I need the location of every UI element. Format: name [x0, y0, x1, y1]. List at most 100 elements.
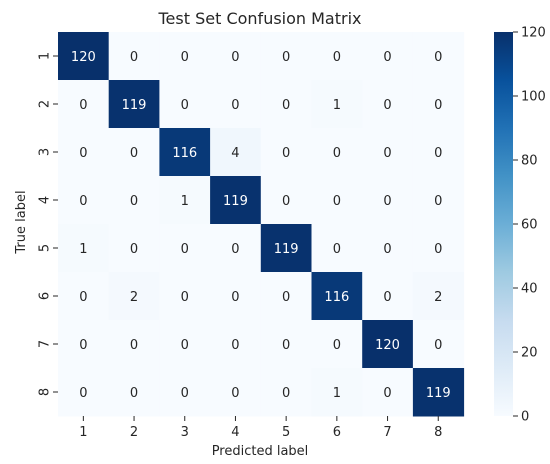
cell-value-label: 0	[79, 338, 87, 353]
heatmap-cell	[159, 224, 211, 273]
heatmap-cell	[260, 320, 312, 369]
cell-value-label: 0	[383, 242, 391, 257]
heatmap-cell	[362, 368, 414, 417]
colorbar-tick-label: 100	[521, 90, 546, 105]
heatmap-cell	[311, 32, 363, 81]
heatmap-cell	[58, 368, 110, 417]
heatmap-cell	[260, 80, 312, 129]
cell-value-label: 0	[231, 98, 239, 113]
heatmap-cell	[260, 32, 312, 81]
heatmap-cell	[58, 80, 110, 129]
y-tick-label: 3	[38, 148, 53, 156]
heatmap-cell	[311, 128, 363, 177]
cell-value-label: 0	[383, 98, 391, 113]
heatmap-cell	[159, 320, 211, 369]
heatmap-cell	[260, 224, 312, 273]
colorbar-ticks: 0 20 40 60 80 100 120	[513, 26, 546, 425]
y-tick-label: 4	[38, 196, 53, 204]
cell-value-label: 0	[79, 290, 87, 305]
heatmap-cell	[362, 272, 414, 321]
heatmap-cell	[210, 128, 262, 177]
cell-value-label: 0	[383, 50, 391, 65]
heatmap-cell	[159, 32, 211, 81]
heatmap-cell	[210, 272, 262, 321]
y-tick-label: 1	[38, 52, 53, 60]
heatmap-cell	[362, 320, 414, 369]
cell-value-label: 0	[181, 290, 189, 305]
cell-value-label: 0	[130, 146, 138, 161]
y-axis-label: True label	[14, 190, 29, 254]
cell-value-label: 0	[383, 386, 391, 401]
cell-value-label: 0	[181, 242, 189, 257]
x-tick-label: 1	[79, 425, 87, 440]
heatmap-cell	[58, 32, 110, 81]
heatmap-cell	[260, 368, 312, 417]
heatmap-cell	[210, 224, 262, 273]
cell-value-label: 0	[231, 338, 239, 353]
heatmap-cell	[210, 176, 262, 225]
heatmap-cell	[159, 272, 211, 321]
colorbar-tick-label: 0	[521, 410, 529, 425]
heatmap-cell	[362, 32, 414, 81]
cell-value-label: 4	[231, 146, 239, 161]
cell-value-label: 0	[181, 98, 189, 113]
cell-value-label: 0	[383, 290, 391, 305]
heatmap-cell	[108, 224, 160, 273]
heatmap-cell	[159, 80, 211, 129]
cell-value-label: 0	[181, 50, 189, 65]
cell-value-label: 0	[333, 194, 341, 209]
heatmap-cell	[58, 128, 110, 177]
colorbar-tick-label: 60	[521, 218, 538, 233]
colorbar-tick-label: 80	[521, 154, 538, 169]
heatmap-cell	[362, 224, 414, 273]
heatmap-cell	[210, 80, 262, 129]
heatmap-cell	[412, 176, 465, 225]
heatmap-cell	[58, 224, 110, 273]
heatmap-cell	[412, 128, 465, 177]
cell-value-label: 116	[324, 290, 349, 305]
colorbar-tick-label: 120	[521, 26, 546, 41]
cell-value-label: 1	[181, 194, 189, 209]
heatmap-cell	[108, 32, 160, 81]
heatmap-cell	[311, 224, 363, 273]
heatmap-cell	[412, 368, 465, 417]
cell-value-label: 119	[426, 386, 451, 401]
cell-value-label: 0	[434, 98, 442, 113]
heatmap-cell	[108, 368, 160, 417]
cell-value-label: 0	[130, 338, 138, 353]
colorbar-tick-label: 40	[521, 282, 538, 297]
cell-value-label: 1	[333, 98, 341, 113]
cell-value-label: 0	[231, 242, 239, 257]
cell-value-label: 0	[434, 194, 442, 209]
heatmap-cell	[108, 320, 160, 369]
heatmap-cells	[58, 32, 465, 417]
heatmap-cell	[108, 80, 160, 129]
cell-value-label: 120	[375, 338, 400, 353]
heatmap-cell	[362, 128, 414, 177]
heatmap-cell	[260, 272, 312, 321]
cell-value-label: 0	[79, 194, 87, 209]
heatmap-cell	[311, 176, 363, 225]
cell-value-labels: 120 0 0 0 0 0 0 00 119 0 0 0 1 0 00 0 116 4 0 0 0 00 0 1 119 0 0 0 0…	[71, 50, 451, 401]
x-tick-label: 5	[282, 425, 290, 440]
heatmap-cell	[362, 80, 414, 129]
colorbar-tick-label: 20	[521, 346, 538, 361]
colorbar: 0 20 40 60 80 100 120	[494, 26, 546, 425]
cell-value-label: 0	[434, 338, 442, 353]
cell-value-label: 0	[434, 50, 442, 65]
cell-value-label: 0	[333, 146, 341, 161]
cell-value-label: 0	[282, 290, 290, 305]
cell-value-label: 1	[333, 386, 341, 401]
heatmap-cell	[362, 176, 414, 225]
heatmap-cell	[412, 80, 465, 129]
y-tick-label: 2	[38, 100, 53, 108]
x-tick-label: 6	[333, 425, 341, 440]
cell-value-label: 0	[130, 242, 138, 257]
heatmap-cell	[159, 368, 211, 417]
cell-value-label: 0	[231, 290, 239, 305]
x-tick-label: 3	[181, 425, 189, 440]
heatmap-cell	[412, 224, 465, 273]
heatmap-cell	[311, 320, 363, 369]
cell-value-label: 0	[79, 386, 87, 401]
